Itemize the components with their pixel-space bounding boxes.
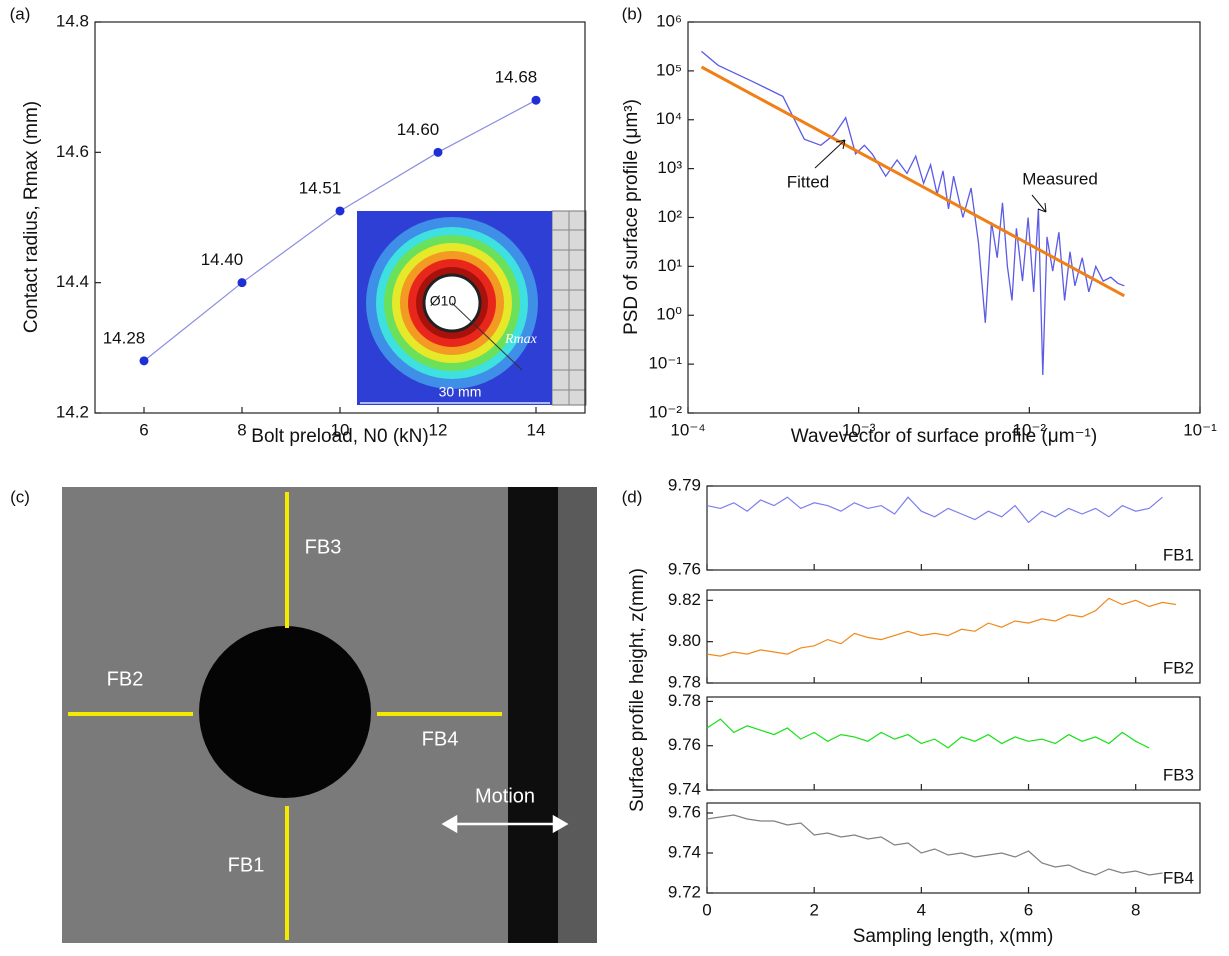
y-tick-label: 9.78	[668, 691, 701, 710]
fixture	[558, 487, 597, 943]
series-label: FB3	[1163, 765, 1194, 784]
y-tick-label: 9.74	[668, 779, 701, 798]
plot-frame	[706, 802, 1201, 894]
y-tick-label: 10⁵	[656, 60, 682, 79]
x-tick-label: 4	[917, 900, 926, 919]
plot-frame	[706, 485, 1201, 571]
x-tick-label: 10⁻¹	[1183, 420, 1217, 439]
y-tick-label: 9.76	[668, 559, 701, 578]
x-axis-label: Bolt preload, N0 (kN)	[251, 426, 428, 447]
photo-label: FB4	[422, 728, 459, 750]
data-point	[433, 147, 443, 157]
y-tick-label: 9.82	[668, 590, 701, 609]
photo	[62, 487, 597, 943]
y-tick-label: 10⁰	[656, 305, 682, 324]
y-tick-label: 10³	[657, 158, 682, 177]
x-tick-label: 8	[1131, 900, 1140, 919]
x-tick-label: 6	[1024, 900, 1033, 919]
y-tick-label: 10²	[657, 207, 682, 226]
arrow	[814, 139, 846, 169]
motion-arrow	[441, 814, 569, 834]
series-label: FB4	[1163, 868, 1194, 887]
x-axis-label: Wavevector of surface profile (μm⁻¹)	[791, 426, 1097, 447]
series-label: FB1	[1163, 545, 1194, 564]
y-tick-label: 10¹	[657, 256, 682, 275]
y-tick-label: 9.72	[668, 882, 701, 901]
panel-label: (a)	[10, 4, 31, 23]
series-line	[706, 597, 1176, 657]
photo-label: FB2	[107, 668, 144, 690]
data-point	[139, 356, 149, 366]
y-tick-label: 10⁻²	[648, 402, 682, 421]
series-line	[706, 496, 1163, 524]
series-label: FB2	[1163, 658, 1194, 677]
inset-grid-lines	[552, 211, 586, 405]
y-tick-label: 14.2	[56, 402, 89, 421]
photo-label: Motion	[475, 785, 535, 807]
annotations: Fitted Measured	[787, 139, 1098, 213]
panel-label: (c)	[10, 487, 30, 506]
series-line	[706, 814, 1163, 876]
x-tick-label: 12	[429, 420, 448, 439]
y-tick-label: 9.78	[668, 672, 701, 691]
data-label: 14.28	[103, 328, 146, 347]
data-label: 14.68	[495, 68, 538, 87]
hole-label: Ø10	[430, 293, 457, 309]
plot-frame	[706, 696, 1201, 791]
photo-label: FB1	[228, 854, 265, 876]
series-line	[706, 718, 1150, 749]
plot-frame	[687, 21, 1201, 414]
x-tick-label: 8	[237, 420, 246, 439]
data-point	[531, 95, 541, 105]
measure-lines	[68, 492, 502, 940]
x-tick-label: 10⁻²	[1013, 420, 1047, 439]
y-tick-label: 14.8	[56, 11, 89, 30]
data-point	[237, 278, 247, 288]
series-line	[701, 50, 1125, 376]
y-tick-label: 9.74	[668, 842, 701, 861]
bolt-hole	[199, 626, 371, 798]
y-tick-label: 9.79	[668, 475, 701, 494]
x-tick-label: 2	[809, 900, 818, 919]
y-tick-label: 10⁴	[656, 109, 682, 128]
y-axis-label: Contact radius, Rmax (mm)	[21, 101, 42, 333]
panel-label: (d)	[622, 487, 643, 506]
data-label: 14.40	[201, 250, 244, 269]
plot-frame	[706, 589, 1201, 684]
y-tick-label: 9.80	[668, 631, 701, 650]
x-tick-label: 6	[139, 420, 148, 439]
y-tick-label: 10⁻¹	[648, 354, 682, 373]
y-tick-label: 9.76	[668, 802, 701, 821]
panel-label: (b)	[622, 4, 643, 23]
y-axis-label: PSD of surface profile (μm³)	[621, 99, 642, 335]
y-tick-label: 14.6	[56, 142, 89, 161]
y-tick-label: 9.76	[668, 735, 701, 754]
data-label: 14.60	[397, 120, 440, 139]
x-axis-label: Sampling length, x(mm)	[853, 926, 1054, 947]
x-tick-label: 10⁻³	[842, 420, 876, 439]
x-tick-label: 10	[331, 420, 350, 439]
inset: Ø10 Rmax 30 mm	[357, 210, 587, 406]
photo-label: FB3	[305, 536, 342, 558]
y-tick-label: 10⁶	[656, 11, 682, 30]
series-label: Fitted	[787, 172, 830, 191]
arrow	[1031, 194, 1047, 213]
x-tick-label: 0	[702, 900, 711, 919]
rmax-label: Rmax	[504, 332, 538, 347]
y-axis-label: Surface profile height, z(mm)	[627, 568, 648, 812]
y-tick-label: 14.4	[56, 272, 89, 291]
series-line	[700, 65, 1126, 298]
x-tick-label: 10⁻⁴	[670, 420, 705, 439]
radius-line	[451, 302, 523, 371]
edge	[508, 487, 558, 943]
data-point	[335, 206, 345, 216]
x-tick-label: 14	[527, 420, 546, 439]
width-label: 30 mm	[439, 384, 482, 400]
data-label: 14.51	[299, 178, 342, 197]
series-label: Measured	[1022, 169, 1098, 188]
